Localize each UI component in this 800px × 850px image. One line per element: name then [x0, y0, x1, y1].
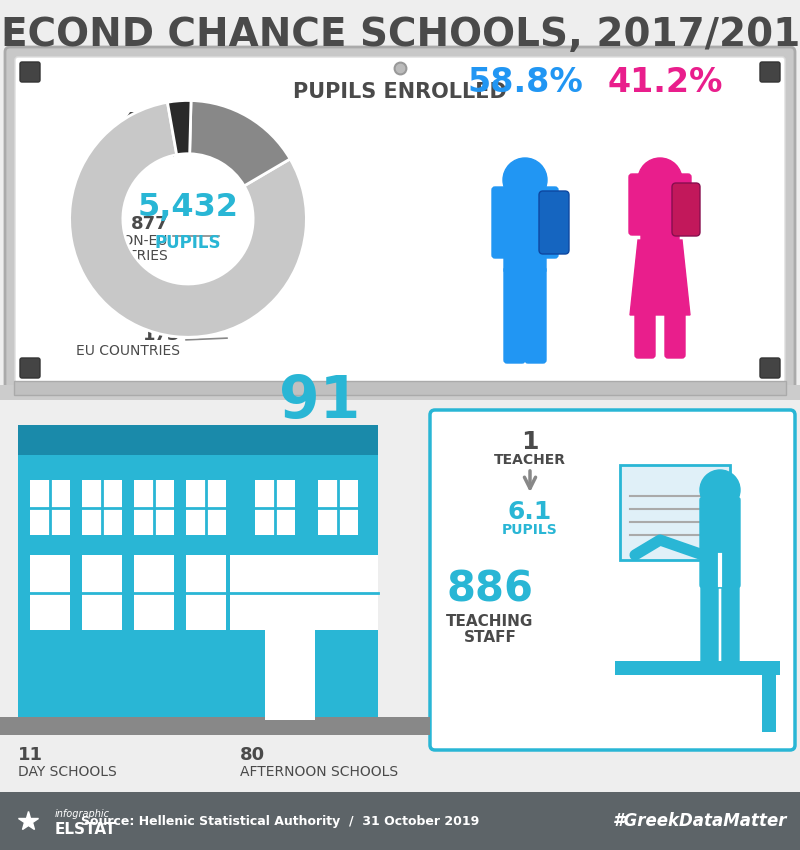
Text: 886: 886 [446, 569, 534, 611]
Bar [30, 555, 70, 630]
Bar [18, 425, 378, 455]
Text: PUPILS: PUPILS [502, 523, 558, 537]
Text: 5,432: 5,432 [138, 191, 238, 223]
FancyBboxPatch shape [635, 310, 655, 358]
Text: COUNTRIES: COUNTRIES [87, 249, 168, 263]
Text: 58.8%: 58.8% [467, 65, 583, 99]
Bar [230, 555, 378, 630]
Text: 80: 80 [240, 746, 265, 764]
Text: 41.2%: 41.2% [607, 65, 722, 99]
Text: 877: 877 [130, 215, 168, 233]
Text: GREEK: GREEK [133, 131, 180, 145]
Text: 1: 1 [522, 430, 538, 454]
FancyBboxPatch shape [504, 267, 525, 363]
FancyBboxPatch shape [641, 187, 679, 243]
Text: #GreekDataMatter: #GreekDataMatter [613, 812, 787, 830]
Text: TEACHING: TEACHING [446, 615, 534, 630]
Bar [18, 425, 378, 720]
Bar [134, 555, 174, 630]
FancyBboxPatch shape [539, 187, 558, 258]
Text: DAY SCHOOLS: DAY SCHOOLS [18, 765, 117, 779]
Text: PUPILS ENROLLED: PUPILS ENROLLED [293, 82, 507, 102]
Circle shape [638, 158, 682, 202]
Bar [82, 555, 122, 630]
Circle shape [503, 158, 547, 202]
Bar [615, 661, 780, 675]
FancyBboxPatch shape [701, 581, 718, 667]
Bar [186, 555, 226, 630]
FancyBboxPatch shape [525, 267, 546, 363]
Circle shape [700, 470, 740, 510]
Text: SECOND CHANCE SCHOOLS, 2017/2018: SECOND CHANCE SCHOOLS, 2017/2018 [0, 16, 800, 54]
Text: EU COUNTRIES: EU COUNTRIES [76, 344, 180, 358]
FancyBboxPatch shape [5, 47, 795, 393]
Bar [0, 792, 800, 850]
FancyBboxPatch shape [722, 581, 739, 667]
FancyBboxPatch shape [672, 183, 700, 236]
Wedge shape [190, 100, 290, 186]
Text: 173: 173 [142, 326, 180, 344]
Text: 11: 11 [18, 746, 43, 764]
Bar [82, 480, 122, 535]
FancyBboxPatch shape [700, 497, 740, 588]
FancyBboxPatch shape [629, 174, 648, 235]
Bar [265, 625, 315, 720]
Bar [30, 480, 70, 535]
FancyBboxPatch shape [504, 187, 546, 273]
Text: 91: 91 [279, 373, 361, 430]
Wedge shape [70, 102, 306, 337]
Bar [0, 717, 430, 735]
Polygon shape [630, 240, 690, 315]
Text: STAFF: STAFF [463, 630, 517, 644]
Text: NON-EU: NON-EU [113, 234, 168, 248]
FancyBboxPatch shape [430, 410, 795, 750]
Text: CITIZENSHIP: CITIZENSHIP [94, 146, 180, 160]
FancyBboxPatch shape [539, 191, 569, 254]
Text: 4,382: 4,382 [123, 111, 180, 129]
Text: 6.1: 6.1 [508, 500, 552, 524]
Text: TEACHER: TEACHER [494, 453, 566, 467]
Text: ELSTAT: ELSTAT [55, 823, 117, 837]
FancyBboxPatch shape [20, 358, 40, 378]
Bar [762, 674, 776, 732]
FancyBboxPatch shape [492, 187, 511, 258]
Bar [134, 480, 174, 535]
Bar [255, 480, 295, 535]
Bar [186, 480, 226, 535]
FancyBboxPatch shape [15, 57, 785, 383]
Text: Source: Hellenic Statistical Authority  /  31 October 2019: Source: Hellenic Statistical Authority /… [81, 814, 479, 828]
Text: PUPILS: PUPILS [154, 234, 222, 252]
FancyBboxPatch shape [20, 62, 40, 82]
FancyBboxPatch shape [672, 174, 691, 235]
Wedge shape [167, 100, 191, 155]
Bar [0, 385, 800, 400]
FancyBboxPatch shape [760, 62, 780, 82]
Text: infographic: infographic [55, 809, 110, 819]
Bar [318, 480, 358, 535]
FancyBboxPatch shape [760, 358, 780, 378]
FancyBboxPatch shape [665, 310, 685, 358]
Bar [14, 381, 786, 395]
Text: AFTERNOON SCHOOLS: AFTERNOON SCHOOLS [240, 765, 398, 779]
Bar [620, 465, 730, 560]
